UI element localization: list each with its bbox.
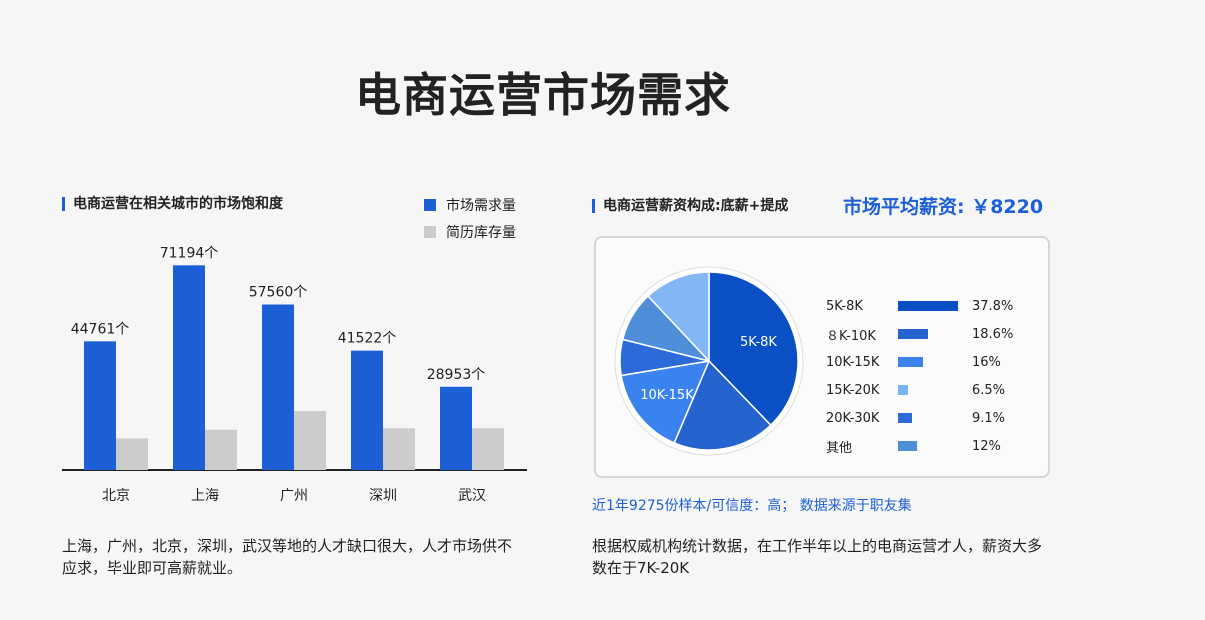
- legend-swatch-demand: [424, 199, 436, 211]
- salary-percent: 6.5%: [972, 382, 1006, 398]
- x-tick-label: 北京: [102, 488, 130, 504]
- salary-bar: [898, 413, 912, 423]
- pie-slice-label: 5K-8K: [740, 335, 777, 350]
- salary-bar: [898, 357, 923, 367]
- salary-bar: [898, 301, 958, 311]
- legend-label-demand: 市场需求量: [446, 198, 516, 214]
- bar-value-label: 57560个: [249, 285, 308, 301]
- salary-range-list: 5K-8K 37.8% ８K-10K 18.6% 10K-15K 16% 15K-20K 6.…: [826, 292, 1022, 460]
- bar-value-label: 41522个: [338, 331, 397, 347]
- salary-bar-track: [898, 441, 972, 451]
- bar-resume-1: [116, 438, 148, 470]
- bar-value-label: 71194个: [160, 245, 219, 261]
- pie-chart: 5K-8K 10K-15K: [614, 266, 804, 456]
- pie-chart-box: 5K-8K 10K-15K 5K-8K 37.8% ８K-10K 18.6% 10K-15…: [594, 236, 1050, 478]
- pie-slice-1: [708, 271, 799, 427]
- salary-bar-track: [898, 357, 972, 367]
- pie-slice-3: [620, 360, 711, 444]
- salary-row: ８K-10K 18.6%: [826, 320, 1022, 348]
- bar-resume-2: [205, 429, 237, 470]
- bar-demand-5: [440, 386, 472, 470]
- bar-demand-4: [351, 350, 383, 470]
- salary-range-label: ８K-10K: [826, 328, 876, 344]
- salary-row: 20K-30K 9.1%: [826, 404, 1022, 432]
- salary-range-label: 5K-8K: [826, 298, 863, 314]
- salary-bar-track: [898, 385, 972, 395]
- bar-demand-2: [173, 265, 205, 470]
- salary-bar-track: [898, 301, 972, 311]
- bar-demand-1: [84, 341, 116, 470]
- bar-chart-title: 电商运营在相关城市的市场饱和度: [62, 197, 283, 211]
- pie-chart-title: 电商运营薪资构成:底薪+提成: [592, 199, 788, 213]
- salary-row: 5K-8K 37.8%: [826, 292, 1022, 320]
- page-title: 电商运营市场需求: [355, 68, 731, 122]
- x-tick-label: 深圳: [369, 488, 397, 504]
- salary-range-label: 20K-30K: [826, 410, 880, 426]
- salary-percent: 16%: [972, 354, 1001, 370]
- x-tick-label: 广州: [280, 488, 308, 504]
- left-description: 上海，广州，北京，深圳，武汉等地的人才缺口很大，人才市场供不应求，毕业即可高薪就…: [62, 537, 513, 577]
- pie-slice-2: [673, 359, 772, 451]
- bar-resume-4: [383, 428, 415, 470]
- salary-bar: [898, 329, 928, 339]
- x-tick-label: 上海: [191, 488, 219, 504]
- salary-range-label: 15K-20K: [826, 382, 880, 398]
- pie-slice-label: 10K-15K: [640, 388, 694, 403]
- salary-bar-track: [898, 413, 972, 423]
- salary-bar: [898, 385, 908, 395]
- salary-row: 15K-20K 6.5%: [826, 376, 1022, 404]
- legend-item-demand: 市场需求量: [424, 196, 516, 214]
- pie-slice-6: [647, 271, 710, 363]
- bar-value-label: 28953个: [427, 367, 486, 383]
- legend-item-resume: 简历库存量: [424, 223, 516, 241]
- legend-label-resume: 简历库存量: [446, 225, 516, 241]
- salary-row: 10K-15K 16%: [826, 348, 1022, 376]
- salary-percent: 9.1%: [972, 410, 1006, 426]
- bar-resume-5: [472, 428, 504, 470]
- bar-resume-3: [294, 411, 326, 470]
- salary-percent: 18.6%: [972, 326, 1014, 342]
- salary-range-label: 10K-15K: [826, 354, 880, 370]
- salary-bar-track: [898, 329, 972, 339]
- bar-chart-legend: 市场需求量 简历库存量: [424, 196, 516, 250]
- salary-row: 其他 12%: [826, 432, 1022, 460]
- sample-note: 近1年9275份样本/可信度：高； 数据来源于职友集: [592, 498, 912, 514]
- salary-range-label: 其他: [826, 440, 853, 456]
- legend-swatch-resume: [424, 226, 436, 238]
- bar-demand-3: [262, 304, 294, 470]
- salary-bar: [898, 441, 917, 451]
- x-tick-label: 武汉: [458, 488, 486, 504]
- average-salary: 市场平均薪资: ￥8220: [843, 196, 1044, 218]
- right-description: 根据权威机构统计数据，在工作半年以上的电商运营才人，薪资大多数在于7K-20K: [592, 537, 1043, 577]
- bar-value-label: 44761个: [71, 321, 130, 337]
- salary-percent: 12%: [972, 438, 1001, 454]
- salary-percent: 37.8%: [972, 298, 1014, 314]
